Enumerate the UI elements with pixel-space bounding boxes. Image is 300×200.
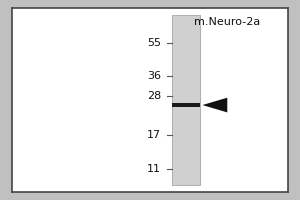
Text: 28: 28 [147,91,161,101]
Polygon shape [202,98,227,112]
Text: 55: 55 [147,38,161,48]
Text: 11: 11 [147,164,161,174]
Bar [172,15,200,185]
Text: 17: 17 [147,130,161,140]
Text: 36: 36 [147,71,161,81]
Text: m.Neuro-2a: m.Neuro-2a [194,17,260,27]
Bar [172,103,200,107]
